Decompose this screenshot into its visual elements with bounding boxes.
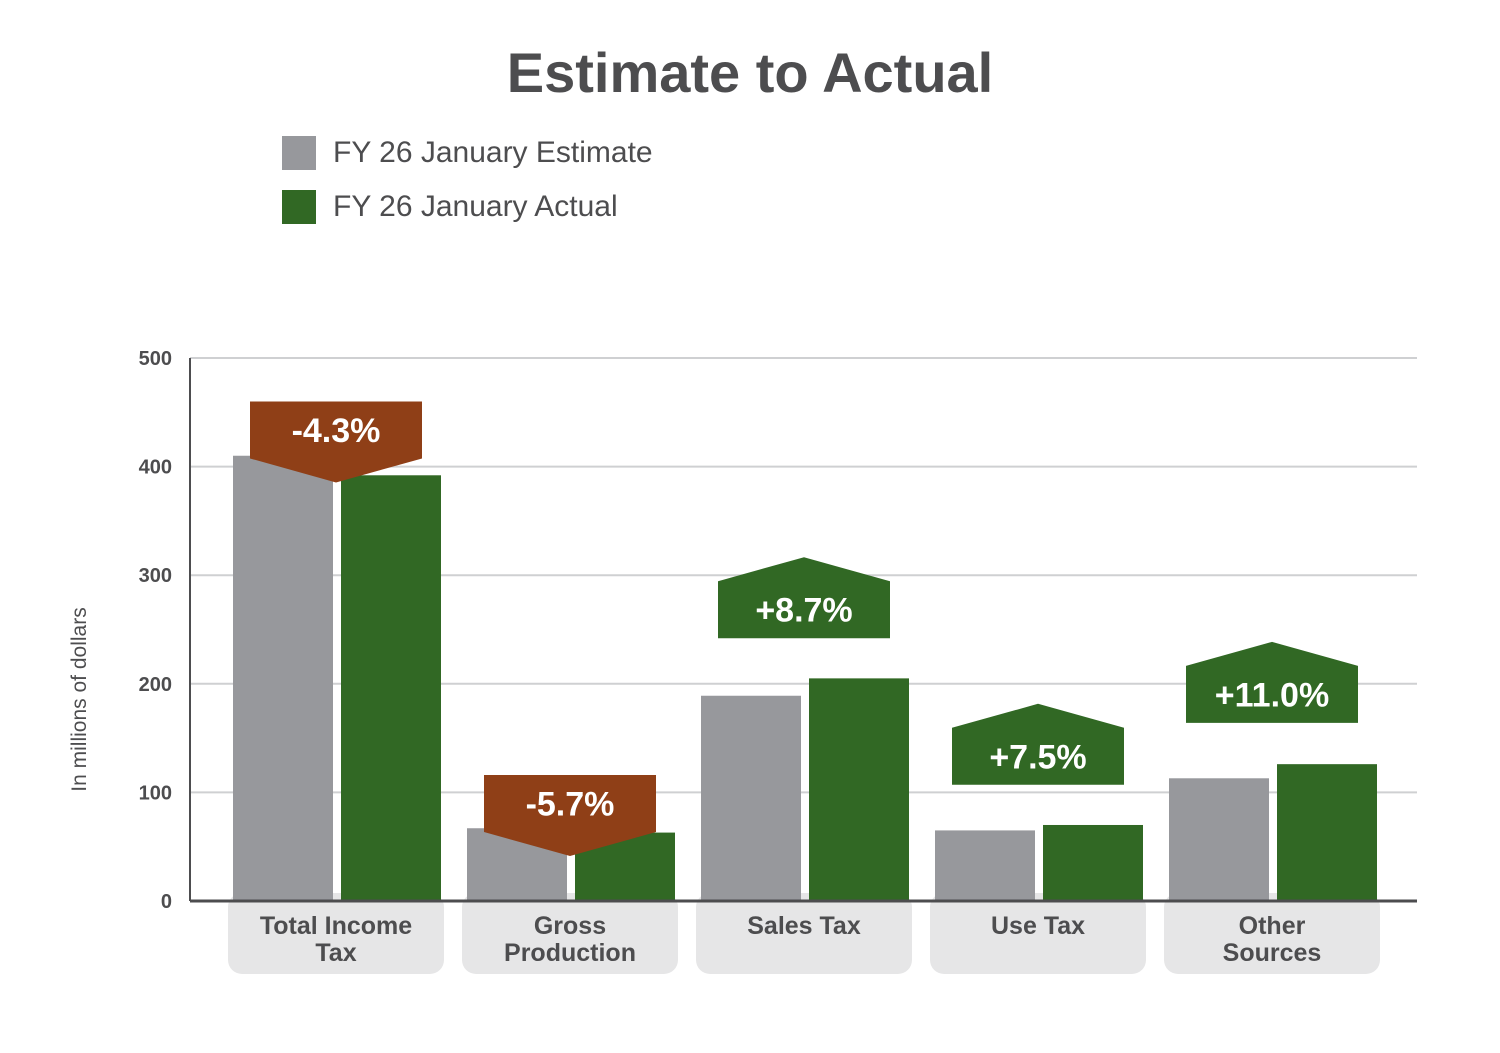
category-label: Sales Tax: [747, 912, 861, 940]
category-label-box: [1164, 893, 1380, 974]
chart-title: Estimate to Actual: [506, 41, 994, 104]
bar-estimate: [233, 455, 333, 901]
category-label-line: Other: [1239, 912, 1306, 940]
legend-item-actual: FY 26 January Actual: [282, 190, 653, 224]
legend-item-estimate: FY 26 January Estimate: [282, 136, 653, 170]
y-tick-label: 100: [139, 782, 172, 804]
category-label-line: Sales Tax: [747, 912, 861, 940]
category-label: Gross Production: [504, 912, 636, 967]
category-label-line: Gross: [534, 912, 606, 940]
legend: FY 26 January Estimate FY 26 January Act…: [282, 136, 653, 244]
y-tick-label: 500: [139, 348, 172, 370]
legend-label-actual: FY 26 January Actual: [333, 190, 618, 223]
category-label: Use Tax: [991, 912, 1085, 940]
change-badge-label: +11.0%: [1215, 676, 1329, 714]
change-badge-label: -4.3%: [292, 412, 381, 450]
category-label-line: Total Income: [260, 912, 412, 940]
category-label: Other Sources: [1223, 912, 1322, 967]
bar-estimate: [701, 695, 801, 901]
category-label-line: Production: [504, 939, 636, 967]
bar-estimate: [1169, 778, 1269, 901]
y-tick-label: 0: [161, 891, 172, 913]
category-label-box: [930, 893, 1146, 974]
category-label-line: Use Tax: [991, 912, 1085, 940]
bar-actual: [809, 678, 909, 901]
bar-actual: [341, 475, 441, 901]
change-badge-label: -5.7%: [526, 786, 615, 824]
change-badge-label: +7.5%: [989, 738, 1086, 776]
change-badge: [250, 401, 422, 483]
category-label-box: [696, 893, 912, 974]
change-badge: [718, 557, 890, 639]
y-tick-label: 300: [139, 565, 172, 587]
change-badge: [484, 775, 656, 857]
legend-swatch-actual: [282, 190, 316, 224]
change-badge: [952, 703, 1124, 785]
change-badge: [1186, 641, 1358, 723]
category-label: Total Income Tax: [260, 912, 412, 967]
y-axis-label: In millions of dollars: [68, 607, 91, 791]
bar-actual: [1043, 824, 1143, 901]
bar-estimate: [935, 830, 1035, 901]
category-label-line: Tax: [315, 939, 356, 967]
legend-swatch-estimate: [282, 136, 316, 170]
y-tick-label: 400: [139, 457, 172, 479]
category-label-box: [228, 893, 444, 974]
bar-actual: [1277, 764, 1377, 901]
y-tick-label: 200: [139, 674, 172, 696]
category-label-box: [462, 893, 678, 974]
legend-label-estimate: FY 26 January Estimate: [333, 136, 653, 169]
change-badge-label: +8.7%: [755, 592, 852, 630]
category-label-line: Sources: [1223, 939, 1322, 967]
